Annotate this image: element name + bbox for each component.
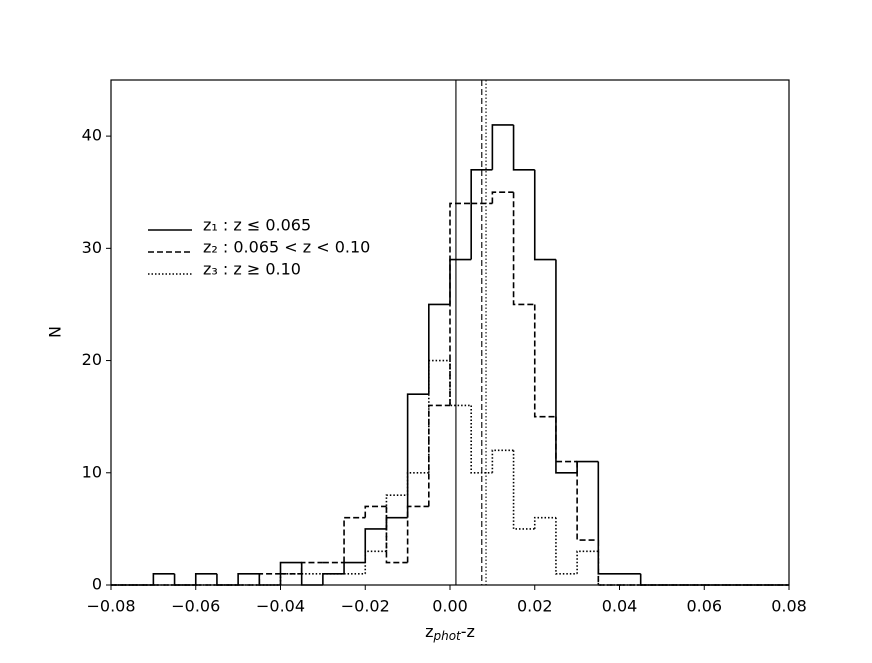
histogram-step xyxy=(576,461,599,541)
histogram-step xyxy=(597,551,620,586)
histogram-step xyxy=(258,572,281,585)
histogram-step xyxy=(216,573,239,586)
x-tick-label: 0.02 xyxy=(517,597,553,616)
histogram-step xyxy=(470,168,493,260)
x-tick-label: 0.08 xyxy=(771,597,807,616)
x-label-sub: phot xyxy=(432,629,462,643)
x-label-base: z xyxy=(425,622,433,641)
x-tick-label: 0.06 xyxy=(686,597,722,616)
legend-label: z₃ : z ≥ 0.10 xyxy=(203,260,301,279)
histogram-step xyxy=(406,471,429,496)
histogram-step xyxy=(449,258,472,305)
histogram-step xyxy=(237,572,260,585)
histogram-step xyxy=(428,303,450,395)
histogram-step xyxy=(491,124,514,170)
y-tick-label: 0 xyxy=(92,575,102,594)
histogram-step xyxy=(533,516,556,529)
histogram-step xyxy=(343,516,366,563)
histogram-step xyxy=(385,494,408,552)
histogram-step xyxy=(428,359,450,473)
x-label-rest: -z xyxy=(461,622,475,641)
histogram-step xyxy=(512,124,535,171)
histogram-step xyxy=(364,528,387,563)
histogram-step xyxy=(470,405,493,474)
legend-label: z₁ : z ≤ 0.065 xyxy=(203,216,311,235)
histogram-step xyxy=(406,393,429,518)
legend-label: z₂ : 0.065 < z < 0.10 xyxy=(203,238,370,257)
x-tick-label: −0.06 xyxy=(171,597,220,616)
histogram-step xyxy=(639,573,662,586)
histogram-step xyxy=(300,561,323,574)
x-tick-label: −0.04 xyxy=(256,597,305,616)
histogram-step xyxy=(258,573,281,586)
x-tick-label: −0.08 xyxy=(86,597,135,616)
histogram-step xyxy=(555,517,578,575)
histogram-step xyxy=(194,572,217,585)
histogram-step xyxy=(449,360,472,407)
histogram-step xyxy=(555,259,578,474)
histogram-step xyxy=(597,461,620,575)
x-tick-label: 0.04 xyxy=(602,597,638,616)
histogram-step xyxy=(343,561,366,574)
histogram-step xyxy=(533,304,556,418)
y-tick-label: 30 xyxy=(82,238,102,257)
histogram-step xyxy=(385,506,408,564)
histogram-step xyxy=(428,404,450,507)
histogram-step xyxy=(491,191,514,204)
histogram-step xyxy=(364,550,387,574)
histogram-step xyxy=(173,573,196,586)
histogram-step xyxy=(152,572,175,585)
histogram-step xyxy=(491,449,514,473)
histogram-step xyxy=(576,550,599,574)
histogram-step xyxy=(449,202,472,406)
histogram-step xyxy=(533,169,556,261)
histogram-step xyxy=(512,192,535,306)
histogram-step xyxy=(597,540,620,586)
histogram-step xyxy=(279,572,302,585)
histogram-step xyxy=(576,460,599,473)
x-tick-label: −0.02 xyxy=(341,597,390,616)
y-tick-label: 40 xyxy=(82,126,102,145)
histogram-step xyxy=(322,572,345,585)
histogram-step xyxy=(385,516,408,529)
y-tick-label: 20 xyxy=(82,350,102,369)
x-axis-label: zphot-z xyxy=(425,622,475,643)
y-tick-label: 10 xyxy=(82,462,102,481)
histogram-step xyxy=(364,505,387,518)
histogram-step xyxy=(512,450,535,530)
x-tick-label: 0.00 xyxy=(432,597,468,616)
y-axis-label: N xyxy=(46,326,65,338)
histogram-step xyxy=(406,505,429,563)
histogram-step xyxy=(555,416,578,463)
